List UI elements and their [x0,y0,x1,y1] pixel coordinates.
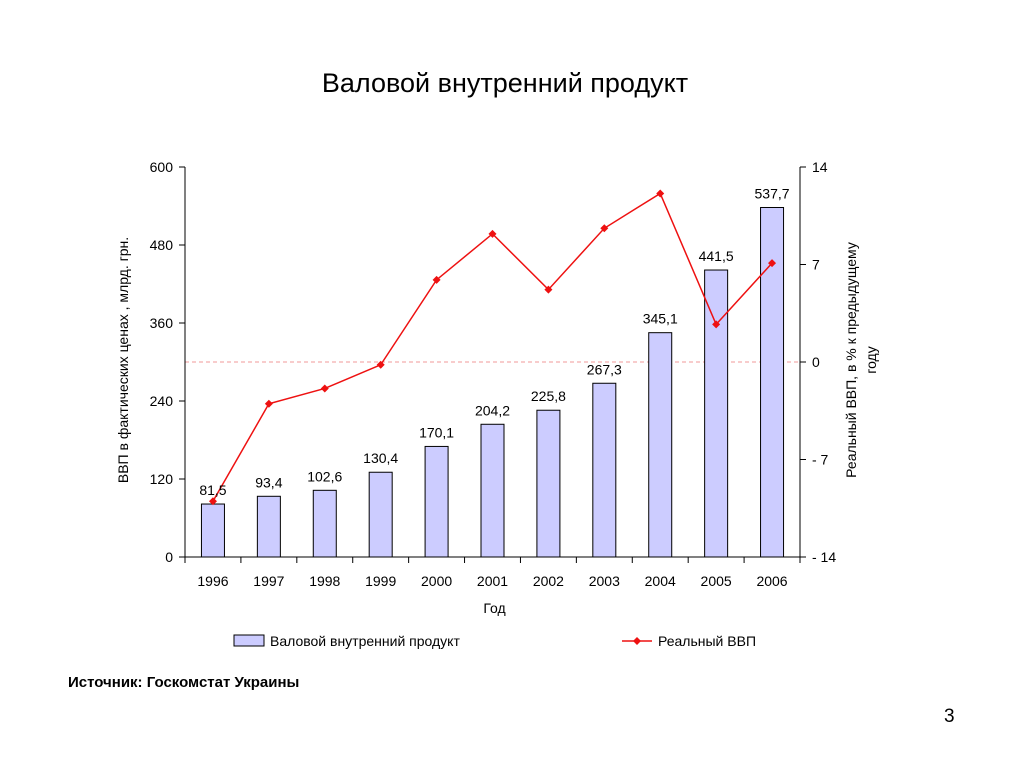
real-gdp-point-2003 [600,224,609,233]
x-tick-label-2005: 2005 [701,573,732,589]
real-gdp-point-1998 [320,384,329,393]
x-axis-title: Год [483,600,505,616]
bar-2002 [536,409,561,558]
real-gdp-point-2005 [712,320,721,329]
y-tick-label-right: - 7 [812,452,829,468]
y-tick-label-right: 14 [812,159,828,175]
bar-1998 [312,489,337,558]
real-gdp-point-1996 [208,497,217,506]
real-gdp-point-1997 [264,399,273,408]
labels-layer: 81,5 93,4 102,6 130,4 170,1 204,2 225,8 267,3 34… [199,185,789,498]
x-tick-label-2001: 2001 [477,573,508,589]
y-tick-label-right: 0 [812,354,820,370]
x-tick-label-2003: 2003 [589,573,620,589]
bar-value-label-2004: 345,1 [643,311,678,327]
x-tick-label-1998: 1998 [309,573,340,589]
y-tick-label-left: 360 [150,315,174,331]
y-tick-label-left: 120 [150,471,174,487]
x-tick-label-1999: 1999 [365,573,396,589]
bar-value-label-2003: 267,3 [587,361,622,377]
bar-value-label-1999: 130,4 [363,450,398,466]
bar-value-label-1997: 93,4 [255,474,282,490]
x-tick-label-2004: 2004 [645,573,676,589]
bar-2003 [592,382,617,558]
legend: Валовой внутренний продукт Реальный ВВП [233,633,756,649]
legend-line-label: Реальный ВВП [658,633,756,649]
y-tick-label-left: 240 [150,393,174,409]
bar-value-label-2000: 170,1 [419,424,454,440]
legend-line-marker [633,637,641,645]
real-gdp-point-2001 [488,229,497,238]
bar-1999 [368,471,393,558]
y-tick-label-left: 480 [150,237,174,253]
bar-1996 [200,503,225,558]
bar-value-label-1996: 81,5 [199,482,226,498]
x-tick-label-2002: 2002 [533,573,564,589]
y-tick-label-right: - 14 [812,549,836,565]
bar-2004 [648,332,673,558]
source-note: Источник: Госкомстат Украины [68,674,300,691]
x-tick-label-1996: 1996 [197,573,228,589]
legend-bar-swatch [233,634,265,647]
bar-value-label-2001: 204,2 [475,402,510,418]
real-gdp-point-2004 [656,189,665,198]
bar-value-label-2005: 441,5 [699,248,734,264]
bar-2005 [704,269,729,558]
real-gdp-point-1999 [376,360,385,369]
y-axis-right-title-line1: Реальный ВВП, в % к предыдущему [843,242,859,478]
page-number: 3 [944,706,955,727]
bars-layer [200,206,785,558]
chart-title: Валовой внутренний продукт [321,68,689,98]
y-axis-right-title-line2: году [863,346,879,373]
y-tick-label-left: 600 [150,159,174,175]
real-gdp-point-2000 [432,275,441,284]
real-gdp-point-2006 [768,259,777,268]
bar-value-label-2002: 225,8 [531,388,566,404]
bar-value-label-1998: 102,6 [307,468,342,484]
y-tick-label-left: 0 [165,549,173,565]
y-tick-label-right: 7 [812,257,820,273]
x-tick-label-2000: 2000 [421,573,452,589]
real-gdp-point-2002 [544,285,553,294]
bar-value-label-2006: 537,7 [755,185,790,201]
bar-2001 [480,423,505,558]
line-layer [208,189,777,506]
x-tick-label-1997: 1997 [253,573,284,589]
x-tick-label-2006: 2006 [756,573,787,589]
bar-1997 [256,495,281,558]
axes-layer: 0 120 240 360 480 600 - 14 - 7 0 7 14 1996 1997 1998 1… [115,159,879,616]
bar-2000 [424,445,449,558]
y-axis-left-title: ВВП в фактических ценах , млрд. грн. [115,237,131,483]
legend-bar-label: Валовой внутренний продукт [270,633,460,649]
